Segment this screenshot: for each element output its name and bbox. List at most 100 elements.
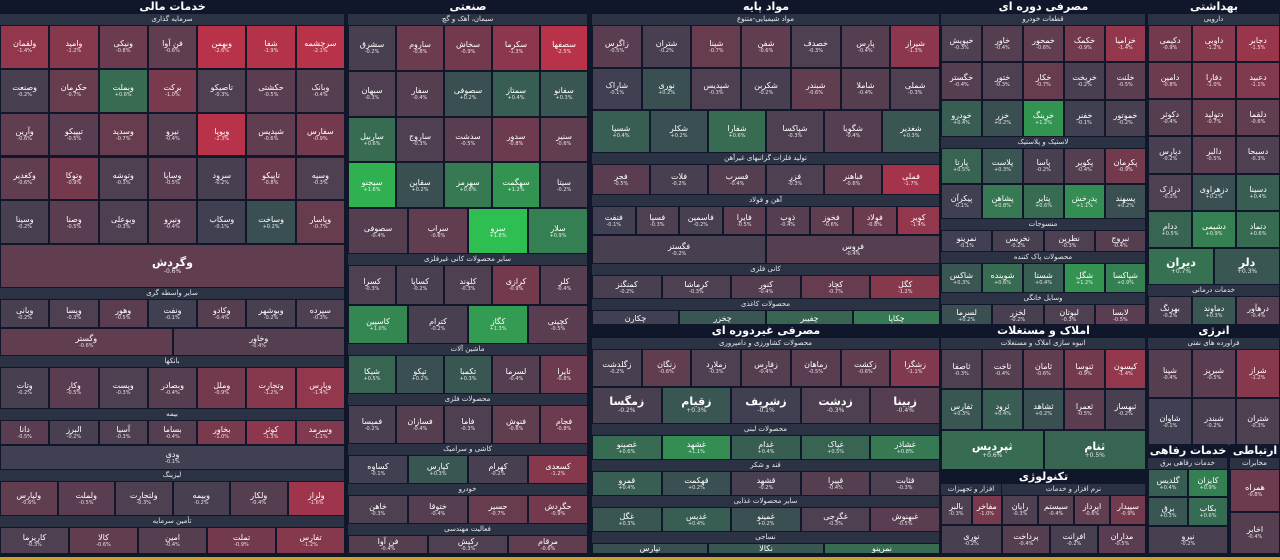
stock-symbol: برق <box>1161 503 1175 513</box>
stock-tile: فسرب -0.4% <box>708 164 766 195</box>
stock-tile: کپارس +0.3% <box>408 455 468 484</box>
stock-tile: سهرمز +0.8% <box>444 162 492 209</box>
stock-symbol: وآرین <box>15 127 34 137</box>
stock-change: -0.3% <box>460 286 476 293</box>
group-title: انبوه سازی املاک و مستغلات <box>941 338 1145 349</box>
stock-symbol: سراب <box>427 223 449 233</box>
stock-change: +0.8% <box>994 202 1011 209</box>
stock-symbol: تملت <box>232 533 251 542</box>
stock-symbol: فن آوا <box>377 537 399 546</box>
stock-tile: فاما -0.3% <box>444 405 492 444</box>
stock-change: -1.2% <box>550 471 566 477</box>
stock-tile: دکیمی -0.9% <box>1148 25 1192 63</box>
stock-change: +0.4% <box>757 449 775 455</box>
stock-tile: افرانت -0.2% <box>1050 524 1098 554</box>
stock-change: +0.6% <box>1249 230 1267 237</box>
stock-tile: غدام +0.4% <box>731 435 801 460</box>
stock-tile: وبانی -0.2% <box>0 299 50 328</box>
stock-symbol: زاگرس <box>604 38 629 48</box>
stock-change: +1.1% <box>687 449 705 455</box>
stock-symbol: سقاین <box>409 177 431 187</box>
stock-change: -0.3% <box>115 434 131 440</box>
stock-change: -0.8% <box>556 376 572 382</box>
group-title: ماشین آلات <box>348 344 587 355</box>
stock-symbol: پکرمان <box>1113 158 1138 168</box>
stock-change: -1.0% <box>979 511 995 518</box>
stock-change: -1.4% <box>313 389 328 396</box>
group-title: خودرو <box>348 484 587 495</box>
stock-change: -0.6% <box>659 369 674 376</box>
stock-symbol: دتماد <box>1249 221 1267 231</box>
stock-tile: وامید -1.2% <box>49 25 99 69</box>
stock-tile: شکربن -0.2% <box>741 67 791 111</box>
group-title: کانی فلزی <box>592 264 939 275</box>
stock-change: +0.5% <box>363 376 381 382</box>
stock-change: -1.4% <box>1118 370 1133 377</box>
stock-change: +0.6% <box>1035 202 1052 209</box>
stock-change: -0.1% <box>954 202 969 209</box>
stock-tile: وبملت +0.6% <box>98 68 148 113</box>
stock-symbol: مرقام <box>538 537 558 546</box>
stock-tile: ونیرو -0.4% <box>147 200 198 245</box>
stock-change: -0.2% <box>1206 423 1222 430</box>
stock-change: -0.5% <box>808 369 823 376</box>
stock-symbol: ولراز <box>307 491 325 500</box>
stock-symbol: غشاذر <box>894 440 916 449</box>
stock-symbol: وپسا <box>66 305 82 315</box>
stock-change: +0.4% <box>507 95 525 102</box>
stock-tile: ونیکی -0.8% <box>98 25 148 69</box>
stock-tile: نپارس <box>592 543 708 554</box>
stock-change: +0.6% <box>728 133 746 140</box>
stock-symbol: فروس <box>842 242 864 251</box>
stock-change: -0.8% <box>1162 82 1178 89</box>
stock-change: -1.3% <box>907 47 923 54</box>
stock-change: -0.2% <box>1077 82 1092 89</box>
stock-symbol: حکشتی <box>258 83 284 93</box>
stock-change: -0.1% <box>165 314 180 321</box>
stock-symbol: فایرا <box>736 213 752 222</box>
stock-change: -2.6% <box>214 48 230 55</box>
stock-symbol: وتات <box>16 380 33 390</box>
stock-symbol: وگردش <box>152 256 193 270</box>
stock-change: -0.3% <box>1061 316 1077 323</box>
stock-tile: کساپا -0.2% <box>396 265 444 305</box>
stock-tile: پرداخت -0.4% <box>1002 524 1050 554</box>
stock-tile: درهآور -0.4% <box>1236 296 1280 326</box>
stock-tile: قشهد -0.2% <box>731 471 801 496</box>
stock-symbol: ددام <box>1162 221 1178 231</box>
stock-symbol: غبهنوش <box>891 512 919 521</box>
stock-change: -0.4% <box>845 133 861 140</box>
stock-change: -0.5% <box>1206 156 1222 163</box>
stock-change: -0.9% <box>234 542 249 548</box>
stock-symbol: تاصیکو <box>210 83 233 93</box>
stock-symbol: امین <box>165 533 181 542</box>
stock-tile: وسپه -0.3% <box>295 156 345 201</box>
stock-symbol: سصوفی <box>363 223 393 233</box>
stock-tile: ودی -0.1% <box>0 445 345 470</box>
stock-symbol: شملی <box>904 81 926 91</box>
stock-change: +1.2% <box>1076 279 1093 286</box>
stock-tile: خپویش -0.3% <box>941 25 982 63</box>
stock-change: -0.2% <box>1162 312 1178 319</box>
stock-change: -0.2% <box>17 314 32 321</box>
stock-tile: غمینو +0.2% <box>731 507 801 532</box>
stock-tile: نوری -0.2% <box>941 524 1002 554</box>
stock-change: +0.4% <box>612 133 630 140</box>
stock-symbol: ساربیل <box>360 131 384 141</box>
stock-change: -0.4% <box>758 288 774 295</box>
stock-symbol: پیکرآن <box>950 193 973 203</box>
stock-tile: لسرما +0.2% <box>941 304 993 326</box>
group-title: محصولات فلزی <box>348 394 587 405</box>
stock-tile: لسرما -0.4% <box>492 355 540 394</box>
stock-tile: زشگزا -1.1% <box>890 349 940 387</box>
stock-symbol: وبیمه <box>192 491 210 500</box>
stock-tile: ساروم -0.8% <box>396 25 444 71</box>
stock-tile: وآرین -0.6% <box>0 112 50 157</box>
stock-change: -0.3% <box>136 500 152 506</box>
stock-change: -0.1% <box>1162 423 1178 430</box>
stock-tile: خزامیا -1.4% <box>1105 25 1146 63</box>
stock-symbol: غشهد <box>686 440 706 449</box>
group-title: قند و شکر <box>592 460 939 471</box>
stock-tile: وسکاب -0.1% <box>197 200 247 245</box>
